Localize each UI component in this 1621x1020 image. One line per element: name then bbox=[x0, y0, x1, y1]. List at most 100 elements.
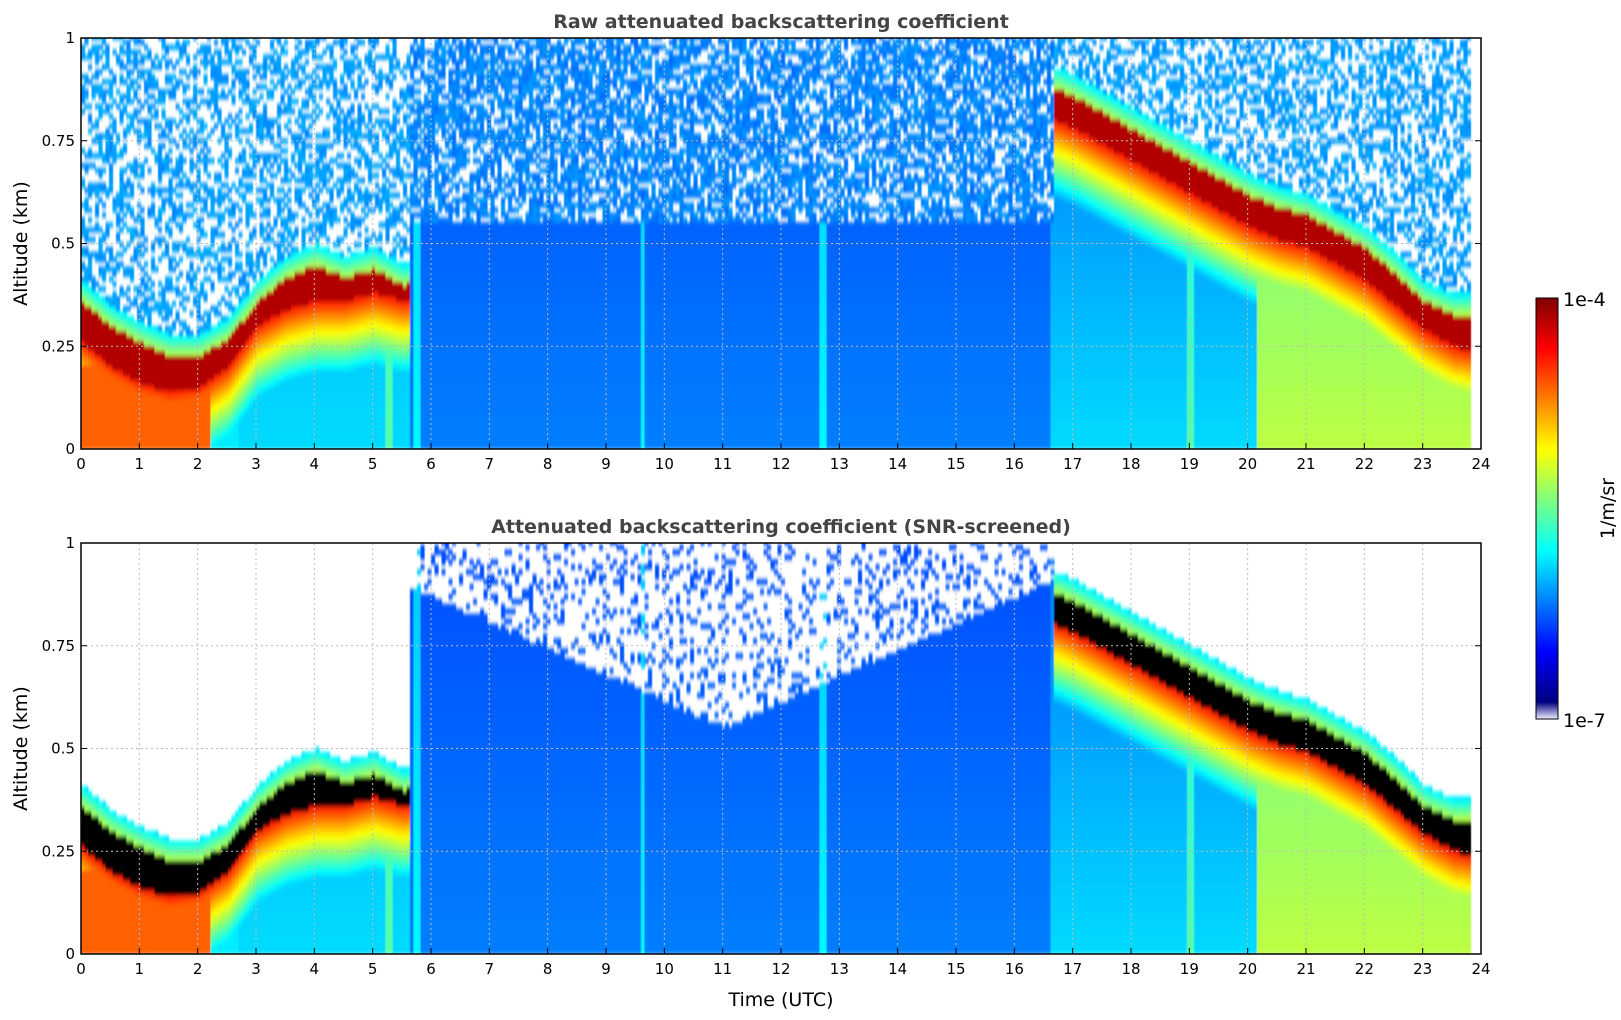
heatmap-cell bbox=[291, 395, 295, 401]
heatmap-cell bbox=[151, 94, 155, 100]
heatmap-cell bbox=[204, 390, 208, 396]
heatmap-cell bbox=[246, 405, 250, 411]
heatmap-cell bbox=[207, 370, 211, 376]
heatmap-cell bbox=[305, 419, 309, 425]
heatmap-cell bbox=[344, 114, 348, 120]
heatmap-cell bbox=[358, 311, 362, 317]
heatmap-cell bbox=[99, 355, 103, 361]
heatmap-cell bbox=[225, 419, 229, 425]
heatmap-cell bbox=[260, 286, 264, 292]
heatmap-cell bbox=[263, 336, 267, 342]
heatmap-cell bbox=[186, 183, 190, 189]
heatmap-cell bbox=[116, 232, 120, 238]
heatmap-cell bbox=[295, 419, 299, 425]
heatmap-cell bbox=[165, 429, 169, 435]
heatmap-cell bbox=[344, 227, 348, 233]
heatmap-cell bbox=[218, 262, 222, 268]
heatmap-cell bbox=[284, 178, 288, 184]
heatmap-cell bbox=[337, 350, 341, 356]
heatmap-cell bbox=[277, 286, 281, 292]
heatmap-cell bbox=[340, 375, 344, 381]
heatmap-cell bbox=[274, 341, 278, 347]
heatmap-cell bbox=[295, 74, 299, 80]
heatmap-cell bbox=[284, 410, 288, 416]
heatmap-cell bbox=[249, 400, 253, 406]
heatmap-cell bbox=[200, 119, 204, 125]
heatmap-cell bbox=[305, 301, 309, 307]
heatmap-cell bbox=[249, 385, 253, 391]
heatmap-cell bbox=[260, 410, 264, 416]
heatmap-cell bbox=[113, 143, 117, 149]
heatmap-cell bbox=[358, 128, 362, 134]
heatmap-cell bbox=[193, 375, 197, 381]
heatmap-cell bbox=[368, 316, 372, 322]
heatmap-cell bbox=[288, 341, 292, 347]
heatmap-cell bbox=[144, 380, 148, 386]
heatmap-cell bbox=[148, 380, 152, 386]
heatmap-cell bbox=[340, 94, 344, 100]
heatmap-cell bbox=[88, 286, 92, 292]
heatmap-cell bbox=[204, 370, 208, 376]
heatmap-cell bbox=[148, 350, 152, 356]
heatmap-cell bbox=[330, 419, 334, 425]
heatmap-cell bbox=[242, 69, 246, 75]
heatmap-cell bbox=[354, 355, 358, 361]
heatmap-cell bbox=[85, 202, 89, 208]
heatmap-cell bbox=[382, 173, 386, 179]
heatmap-cell bbox=[176, 222, 180, 228]
heatmap-cell bbox=[319, 271, 323, 277]
heatmap-cell bbox=[99, 168, 103, 174]
heatmap-cell bbox=[123, 50, 127, 56]
heatmap-cell bbox=[155, 390, 159, 396]
heatmap-cell bbox=[368, 434, 372, 440]
heatmap-cell bbox=[225, 370, 229, 376]
heatmap-cell bbox=[85, 321, 89, 327]
heatmap-cell bbox=[365, 123, 369, 129]
heatmap-cell bbox=[319, 395, 323, 401]
heatmap-cell bbox=[109, 380, 113, 386]
heatmap-cell bbox=[109, 434, 113, 440]
heatmap-cell bbox=[298, 202, 302, 208]
heatmap-cell bbox=[295, 133, 299, 139]
heatmap-cell bbox=[277, 207, 281, 213]
heatmap-cell bbox=[326, 163, 330, 169]
heatmap-cell bbox=[88, 365, 92, 371]
heatmap-cell bbox=[358, 390, 362, 396]
heatmap-cell bbox=[337, 311, 341, 317]
heatmap-cell bbox=[326, 217, 330, 223]
heatmap-cell bbox=[249, 123, 253, 129]
heatmap-cell bbox=[183, 84, 187, 90]
heatmap-cell bbox=[169, 375, 173, 381]
heatmap-cell bbox=[351, 286, 355, 292]
heatmap-cell bbox=[151, 419, 155, 425]
heatmap-cell bbox=[235, 188, 239, 194]
heatmap-cell bbox=[239, 296, 243, 302]
heatmap-cell bbox=[256, 128, 260, 134]
heatmap-cell bbox=[95, 45, 99, 51]
heatmap-cell bbox=[225, 395, 229, 401]
heatmap-cell bbox=[263, 410, 267, 416]
heatmap-cell bbox=[323, 336, 327, 342]
heatmap-cell bbox=[225, 380, 229, 386]
heatmap-cell bbox=[344, 262, 348, 268]
heatmap-cell bbox=[344, 296, 348, 302]
heatmap-cell bbox=[116, 355, 120, 361]
heatmap-cell bbox=[379, 291, 383, 297]
heatmap-cell bbox=[256, 133, 260, 139]
heatmap-cell bbox=[298, 419, 302, 425]
heatmap-cell bbox=[274, 365, 278, 371]
heatmap-cell bbox=[200, 439, 204, 445]
heatmap-cell bbox=[368, 370, 372, 376]
heatmap-cell bbox=[277, 405, 281, 411]
heatmap-cell bbox=[95, 168, 99, 174]
heatmap-cell bbox=[204, 395, 208, 401]
heatmap-cell bbox=[158, 434, 162, 440]
heatmap-cell bbox=[113, 434, 117, 440]
heatmap-cell bbox=[109, 69, 113, 75]
heatmap-cell bbox=[165, 419, 169, 425]
heatmap-cell bbox=[221, 94, 225, 100]
heatmap-cell bbox=[330, 350, 334, 356]
heatmap-cell bbox=[337, 400, 341, 406]
heatmap-cell bbox=[225, 207, 229, 213]
heatmap-cell bbox=[288, 350, 292, 356]
